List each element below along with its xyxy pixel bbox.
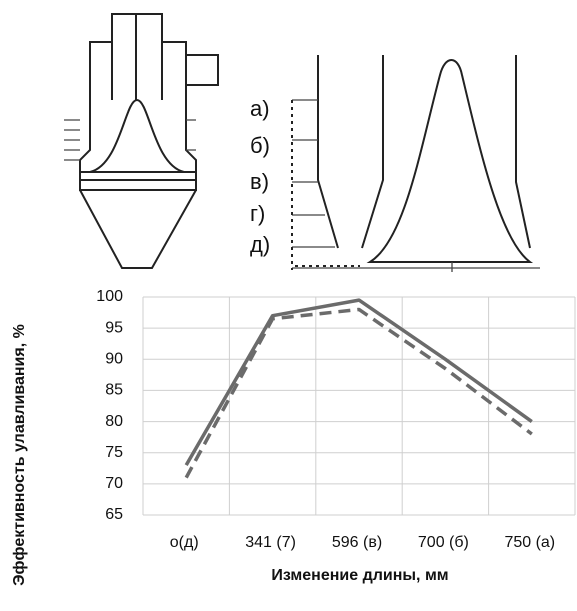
y-tick-label: 75: [105, 444, 123, 461]
diagram-label: д): [250, 232, 270, 257]
y-axis-label: Эффективность улавливания, %: [11, 324, 28, 586]
line-series: [184, 298, 533, 467]
x-tick-label: 750 (а): [504, 534, 555, 551]
cyclone-sketch: [64, 13, 219, 269]
y-tick-label: 95: [105, 319, 123, 336]
diagram-label: б): [250, 133, 270, 158]
diagram-label: а): [250, 96, 270, 121]
x-axis-label: Изменение длины, мм: [271, 567, 448, 584]
x-tick-label: 341 (7): [245, 534, 296, 551]
profile-sketch: [291, 55, 540, 272]
y-tick-label: 85: [105, 382, 123, 399]
x-tick-label: о(д): [170, 534, 199, 551]
y-tick-label: 80: [105, 413, 123, 430]
diagram-label: г): [250, 201, 265, 226]
x-tick-label: 700 (б): [418, 534, 469, 551]
y-tick-label: 65: [105, 506, 123, 523]
y-tick-label: 90: [105, 351, 123, 368]
y-tick-label: 100: [96, 288, 123, 305]
diagram-label: в): [250, 169, 269, 194]
x-tick-label: 596 (в): [332, 534, 382, 551]
y-tick-label: 70: [105, 475, 123, 492]
line-series: [184, 307, 533, 479]
